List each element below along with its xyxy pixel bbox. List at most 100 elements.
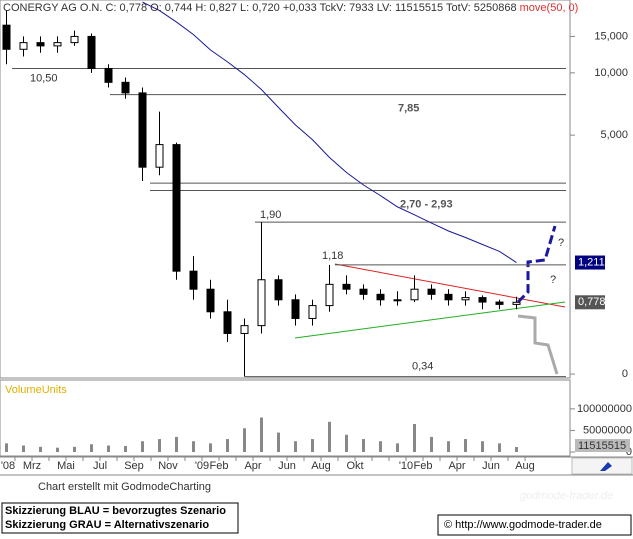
candle-body (376, 293, 385, 301)
volume-bar (107, 445, 110, 452)
x-tick-label: Nov (158, 460, 178, 472)
volume-bar (56, 447, 59, 452)
candle-body (223, 311, 232, 334)
volume-bar (379, 441, 382, 452)
volume-bar (175, 436, 178, 452)
candle-body (308, 305, 317, 319)
x-tick-label: Feb (210, 460, 229, 472)
volume-bar (498, 443, 501, 452)
ma-name: move(50, 0) (520, 2, 579, 14)
candle-body (189, 270, 198, 290)
candle-body (342, 283, 351, 290)
volume-bar (328, 421, 331, 452)
x-tick-label: Mai (57, 460, 75, 472)
legend-box (1, 502, 239, 534)
credit: Chart erstellt mit GodmodeCharting (38, 481, 211, 493)
x-tick-label: Apr (244, 460, 261, 472)
tool-icon-box[interactable] (571, 457, 633, 475)
x-tick-label: Mrz (23, 460, 41, 472)
volume-bar (294, 441, 297, 452)
support-trendline (294, 301, 566, 339)
price-panel (0, 0, 571, 379)
volume-marker-label: 11515515 (578, 440, 626, 452)
volume-bar (464, 439, 467, 452)
candle-body (512, 301, 521, 305)
candle-body (478, 297, 487, 303)
level-label: 1,18 (322, 250, 343, 262)
candle-body (359, 288, 368, 295)
watermark: godmode-trader.de (520, 490, 613, 502)
volume-bar (192, 441, 195, 452)
volume-bar (209, 443, 212, 452)
volume-bar (345, 434, 348, 452)
volume-tick-label: 50000000 (583, 424, 632, 436)
x-tick-label: Apr (448, 460, 465, 472)
candle-body (2, 24, 11, 50)
volume-bar (515, 447, 518, 452)
x-tick-label: Sep (124, 460, 144, 472)
volume-bar (243, 428, 246, 452)
candle-body (427, 288, 436, 295)
volume-bar (277, 432, 280, 452)
moving-average (142, 1, 517, 263)
volume-bar (226, 439, 229, 452)
price-marker-label: 1,211 (578, 256, 605, 268)
candle-body (325, 283, 334, 307)
level-label: 1,90 (260, 209, 281, 221)
candle-body (104, 67, 113, 83)
volume-bar (90, 444, 93, 452)
price-marker (575, 255, 605, 270)
candle-body (155, 144, 164, 168)
volume-bar (124, 445, 127, 452)
volume-bar (141, 441, 144, 452)
candle-body (70, 35, 79, 44)
gray-scenario (517, 314, 559, 375)
volume-bar (22, 445, 25, 452)
volume-bar (39, 446, 42, 452)
volume-bar (362, 439, 365, 452)
volume-bar (73, 446, 76, 452)
x-tick-label: Okt (346, 460, 363, 472)
x-tick-label: Aug (311, 460, 331, 472)
candle-body (19, 42, 28, 50)
level-label: 2,70 - 2,93 (400, 198, 453, 210)
level-label: 7,85 (398, 103, 419, 115)
x-tick-label: Jun (278, 460, 296, 472)
price-marker (575, 295, 605, 310)
copyright-box (437, 514, 632, 536)
x-tick-label: Jun (482, 460, 500, 472)
x-tick-label: Jul (93, 460, 107, 472)
volume-bar (311, 439, 314, 452)
candle-body (206, 288, 215, 313)
candle-body (495, 301, 504, 305)
candle-body (410, 288, 419, 301)
tool-icon[interactable] (600, 462, 612, 471)
x-tick-label: '08 (1, 460, 15, 472)
candle-body (444, 293, 453, 301)
candle-body (291, 299, 300, 319)
volume-tick-label: 100000000 (577, 403, 632, 415)
candle-body (257, 279, 266, 327)
candle-body (393, 299, 402, 302)
candle-body (121, 81, 130, 94)
candle-body (53, 42, 62, 47)
volume-bar (413, 423, 416, 452)
volume-bar (481, 441, 484, 452)
header-text: CONERGY AG O.N. C: 0,778 O: 0,744 H: 0,8… (3, 2, 517, 14)
candle-body (240, 325, 249, 334)
volume-bar (158, 439, 161, 452)
candle-body (138, 92, 147, 168)
header: CONERGY AG O.N. C: 0,778 O: 0,744 H: 0,8… (3, 2, 578, 14)
x-tick-label: Feb (414, 460, 433, 472)
y-tick-label: 10,000 (594, 67, 628, 79)
x-tick-label: '09 (195, 460, 209, 472)
y-tick-label: 5,000 (600, 129, 628, 141)
price-marker-label: 0,778 (578, 296, 606, 308)
volume-bar (396, 443, 399, 452)
legend-line: Skizzierung GRAU = Alternativszenario (5, 519, 209, 531)
question-mark: ? (550, 274, 556, 286)
candle-body (461, 297, 470, 301)
volume-panel (0, 379, 571, 457)
x-tick-label: Aug (515, 460, 535, 472)
candle-body (172, 144, 181, 272)
